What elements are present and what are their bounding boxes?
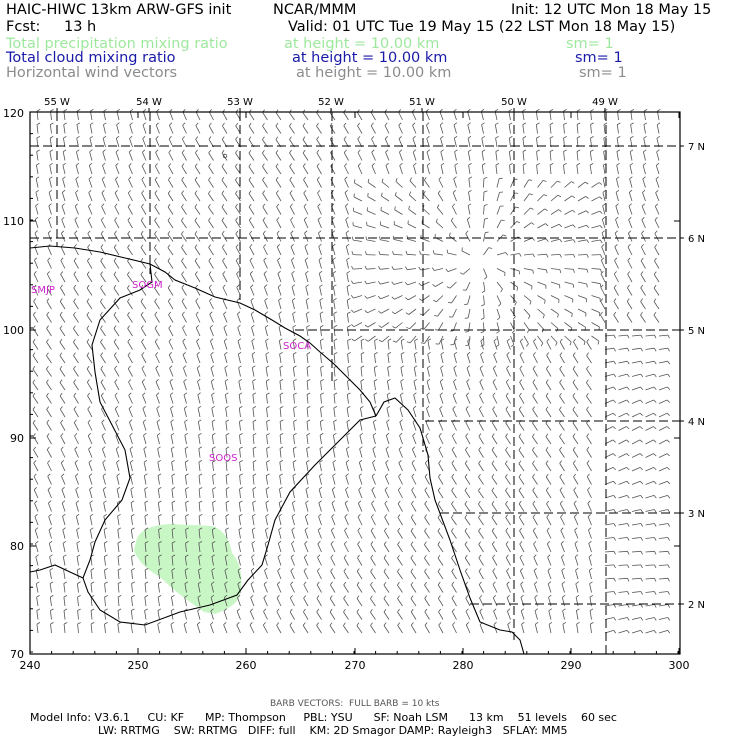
field-2-name: Total cloud mixing ratio [6,50,176,66]
station-marker [222,153,228,159]
barb-note: BARB VECTORS: FULL BARB = 10 kts [270,699,440,709]
field-1-sm: sm= 1 [566,36,614,52]
station-soca: SOCA [283,341,311,352]
station-sogm: SOGM [132,280,163,291]
model-info-2: LW: RRTMG SW: RRTMG DIFF: full KM: 2D Sm… [98,724,568,737]
y-tick-120: 120 [3,107,24,120]
field-2-height: at height = 10.00 km [292,50,448,66]
lon-54w: 54 W [136,97,162,108]
field-3-name: Horizontal wind vectors [6,65,178,81]
lat-lon-grid [30,112,680,654]
init-time: Init: 12 UTC Mon 18 May 15 [511,2,712,18]
y-tick-labels: 70 80 90 100 110 120 [3,107,24,661]
station-soos: SOOS [209,453,237,464]
lat-6n: 6 N [688,234,705,245]
lon-49w: 49 W [592,97,618,108]
field-3-height: at height = 10.00 km [296,65,452,81]
lon-53w: 53 W [227,97,253,108]
x-tick-280: 280 [453,659,474,672]
lon-55w: 55 W [44,97,70,108]
lon-52w: 52 W [318,97,344,108]
lat-7n: 7 N [688,142,705,153]
station-labels: SMJP SOGM SOCA SOOS [31,280,311,464]
plot-frame [29,111,681,655]
fcst-label: Fcst: [6,19,41,35]
field-1-name: Total precipitation mixing ratio [6,36,228,52]
x-tick-290: 290 [561,659,582,672]
lon-50w: 50 W [501,97,527,108]
x-tick-300: 300 [669,659,690,672]
model-info: Model Info: V3.6.1 CU: KF MP: Thompson P… [30,711,617,724]
lat-4n: 4 N [688,417,705,428]
y-tick-80: 80 [10,540,24,553]
longitude-labels: 55 W 54 W 53 W 52 W 51 W 50 W 49 W [44,97,618,108]
x-tick-labels: 240 250 260 270 280 290 300 [20,659,690,672]
fcst-value: 13 h [64,19,97,35]
station-smjp: SMJP [31,285,55,296]
y-tick-100: 100 [3,324,24,337]
lat-3n: 3 N [688,509,705,520]
wind-barbs [32,108,671,634]
x-tick-240: 240 [20,659,41,672]
country-boundaries [29,245,525,655]
latitude-labels: 7 N 6 N 5 N 4 N 3 N 2 N [688,142,705,611]
field-2-sm: sm= 1 [575,50,623,66]
x-tick-260: 260 [236,659,257,672]
lon-51w: 51 W [409,97,435,108]
field-1-height: at height = 10.00 km [284,36,440,52]
plot-title: HAIC-HIWC 13km ARW-GFS init [6,2,232,18]
x-tick-250: 250 [128,659,149,672]
y-tick-70: 70 [10,648,24,661]
y-tick-110: 110 [3,215,24,228]
y-tick-90: 90 [10,432,24,445]
x-tick-270: 270 [345,659,366,672]
axis-ticks [29,108,684,655]
org-label: NCAR/MMM [273,2,357,18]
field-3-sm: sm= 1 [579,65,627,81]
lat-5n: 5 N [688,326,705,337]
valid-time: Valid: 01 UTC Tue 19 May 15 (22 LST Mon … [288,19,676,35]
lat-2n: 2 N [688,600,705,611]
